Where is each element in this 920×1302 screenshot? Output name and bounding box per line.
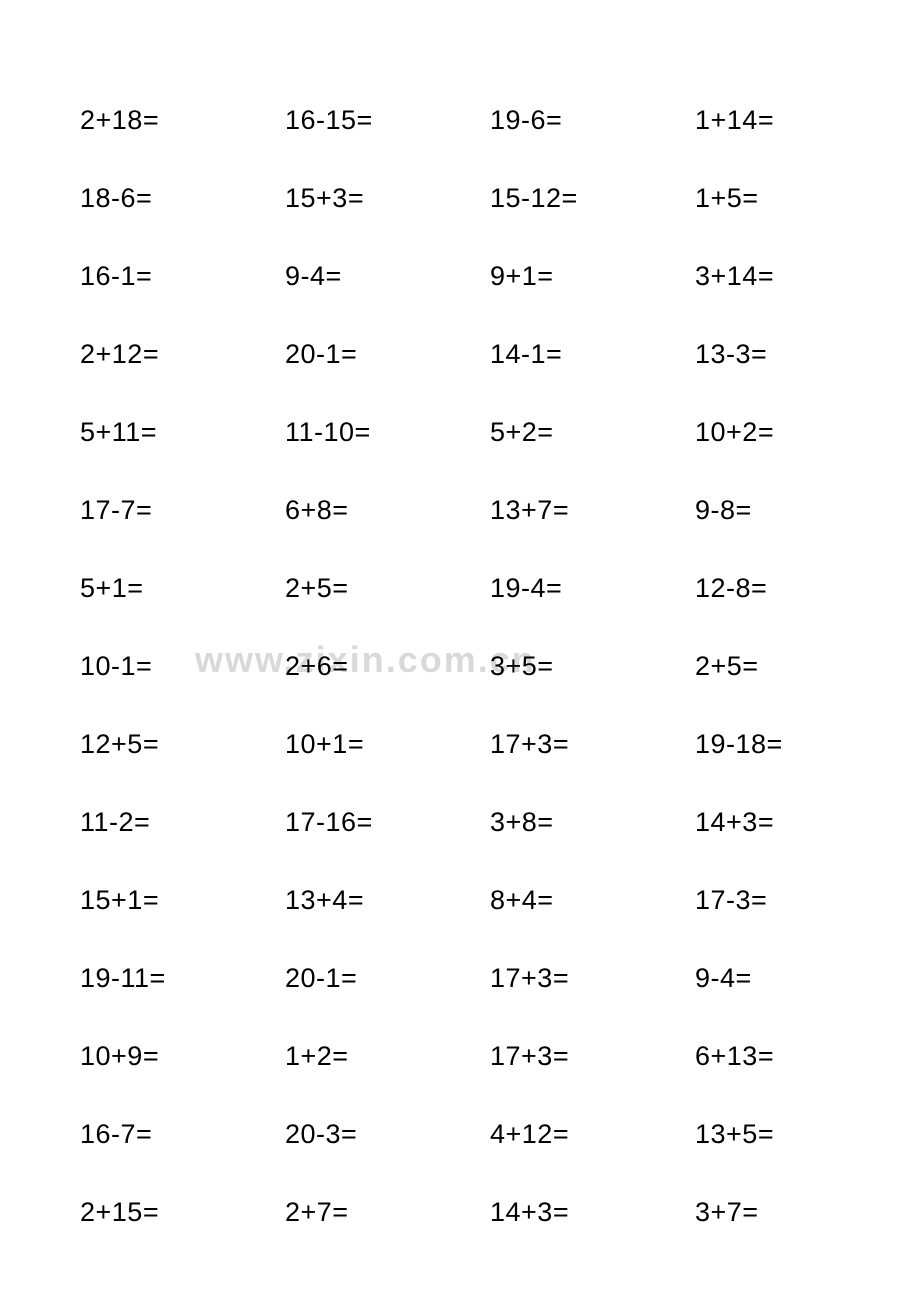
problem-row: 11-2= 17-16= 3+8= 14+3= <box>80 807 855 838</box>
problem-cell: 12-8= <box>695 573 855 604</box>
problem-cell: 16-1= <box>80 261 285 292</box>
problem-cell: 20-1= <box>285 963 490 994</box>
problem-cell: 15+1= <box>80 885 285 916</box>
problem-cell: 17+3= <box>490 963 695 994</box>
problem-cell: 17+3= <box>490 1041 695 1072</box>
problem-cell: 15+3= <box>285 183 490 214</box>
problem-cell: 2+5= <box>695 651 855 682</box>
problem-cell: 2+18= <box>80 105 285 136</box>
problem-cell: 9-4= <box>695 963 855 994</box>
problem-row: 2+12= 20-1= 14-1= 13-3= <box>80 339 855 370</box>
problem-cell: 13+7= <box>490 495 695 526</box>
problem-row: 2+18= 16-15= 19-6= 1+14= <box>80 105 855 136</box>
problem-cell: 20-3= <box>285 1119 490 1150</box>
problem-cell: 3+8= <box>490 807 695 838</box>
problem-cell: 13+5= <box>695 1119 855 1150</box>
problem-cell: 3+7= <box>695 1197 855 1228</box>
problem-cell: 2+6= <box>285 651 490 682</box>
problem-cell: 12+5= <box>80 729 285 760</box>
problem-cell: 1+5= <box>695 183 855 214</box>
problem-cell: 10+1= <box>285 729 490 760</box>
problem-cell: 3+14= <box>695 261 855 292</box>
problem-cell: 13-3= <box>695 339 855 370</box>
problem-cell: 16-15= <box>285 105 490 136</box>
problem-cell: 11-10= <box>285 417 490 448</box>
problem-cell: 19-4= <box>490 573 695 604</box>
problem-cell: 1+14= <box>695 105 855 136</box>
problem-cell: 1+2= <box>285 1041 490 1072</box>
problem-cell: 11-2= <box>80 807 285 838</box>
problem-cell: 6+8= <box>285 495 490 526</box>
problem-cell: 17-3= <box>695 885 855 916</box>
problem-cell: 19-18= <box>695 729 855 760</box>
problem-cell: 13+4= <box>285 885 490 916</box>
problem-cell: 2+5= <box>285 573 490 604</box>
problem-row: 10+9= 1+2= 17+3= 6+13= <box>80 1041 855 1072</box>
problem-row: 19-11= 20-1= 17+3= 9-4= <box>80 963 855 994</box>
problem-cell: 19-11= <box>80 963 285 994</box>
problem-cell: 18-6= <box>80 183 285 214</box>
problem-cell: 2+12= <box>80 339 285 370</box>
problem-row: 16-7= 20-3= 4+12= 13+5= <box>80 1119 855 1150</box>
problem-cell: 14+3= <box>490 1197 695 1228</box>
problem-cell: 10+9= <box>80 1041 285 1072</box>
problem-row: 16-1= 9-4= 9+1= 3+14= <box>80 261 855 292</box>
problem-cell: 9-4= <box>285 261 490 292</box>
problem-cell: 6+13= <box>695 1041 855 1072</box>
problem-cell: 9+1= <box>490 261 695 292</box>
problem-cell: 5+2= <box>490 417 695 448</box>
math-worksheet: 2+18= 16-15= 19-6= 1+14= 18-6= 15+3= 15-… <box>80 105 855 1275</box>
problem-cell: 4+12= <box>490 1119 695 1150</box>
problem-row: 5+11= 11-10= 5+2= 10+2= <box>80 417 855 448</box>
problem-cell: 17-7= <box>80 495 285 526</box>
problem-cell: 10-1= <box>80 651 285 682</box>
problem-cell: 19-6= <box>490 105 695 136</box>
problem-cell: 20-1= <box>285 339 490 370</box>
problem-cell: 5+11= <box>80 417 285 448</box>
problem-cell: 2+15= <box>80 1197 285 1228</box>
problem-cell: 17+3= <box>490 729 695 760</box>
problem-cell: 10+2= <box>695 417 855 448</box>
problem-row: 10-1= 2+6= 3+5= 2+5= <box>80 651 855 682</box>
problem-row: 17-7= 6+8= 13+7= 9-8= <box>80 495 855 526</box>
problem-row: 2+15= 2+7= 14+3= 3+7= <box>80 1197 855 1228</box>
problem-cell: 9-8= <box>695 495 855 526</box>
problem-cell: 8+4= <box>490 885 695 916</box>
problem-cell: 3+5= <box>490 651 695 682</box>
problem-row: 12+5= 10+1= 17+3= 19-18= <box>80 729 855 760</box>
problem-row: 18-6= 15+3= 15-12= 1+5= <box>80 183 855 214</box>
problem-cell: 16-7= <box>80 1119 285 1150</box>
problem-cell: 14-1= <box>490 339 695 370</box>
problem-cell: 15-12= <box>490 183 695 214</box>
problem-row: 15+1= 13+4= 8+4= 17-3= <box>80 885 855 916</box>
problem-cell: 2+7= <box>285 1197 490 1228</box>
problem-cell: 5+1= <box>80 573 285 604</box>
problem-cell: 14+3= <box>695 807 855 838</box>
problem-row: 5+1= 2+5= 19-4= 12-8= <box>80 573 855 604</box>
problem-cell: 17-16= <box>285 807 490 838</box>
